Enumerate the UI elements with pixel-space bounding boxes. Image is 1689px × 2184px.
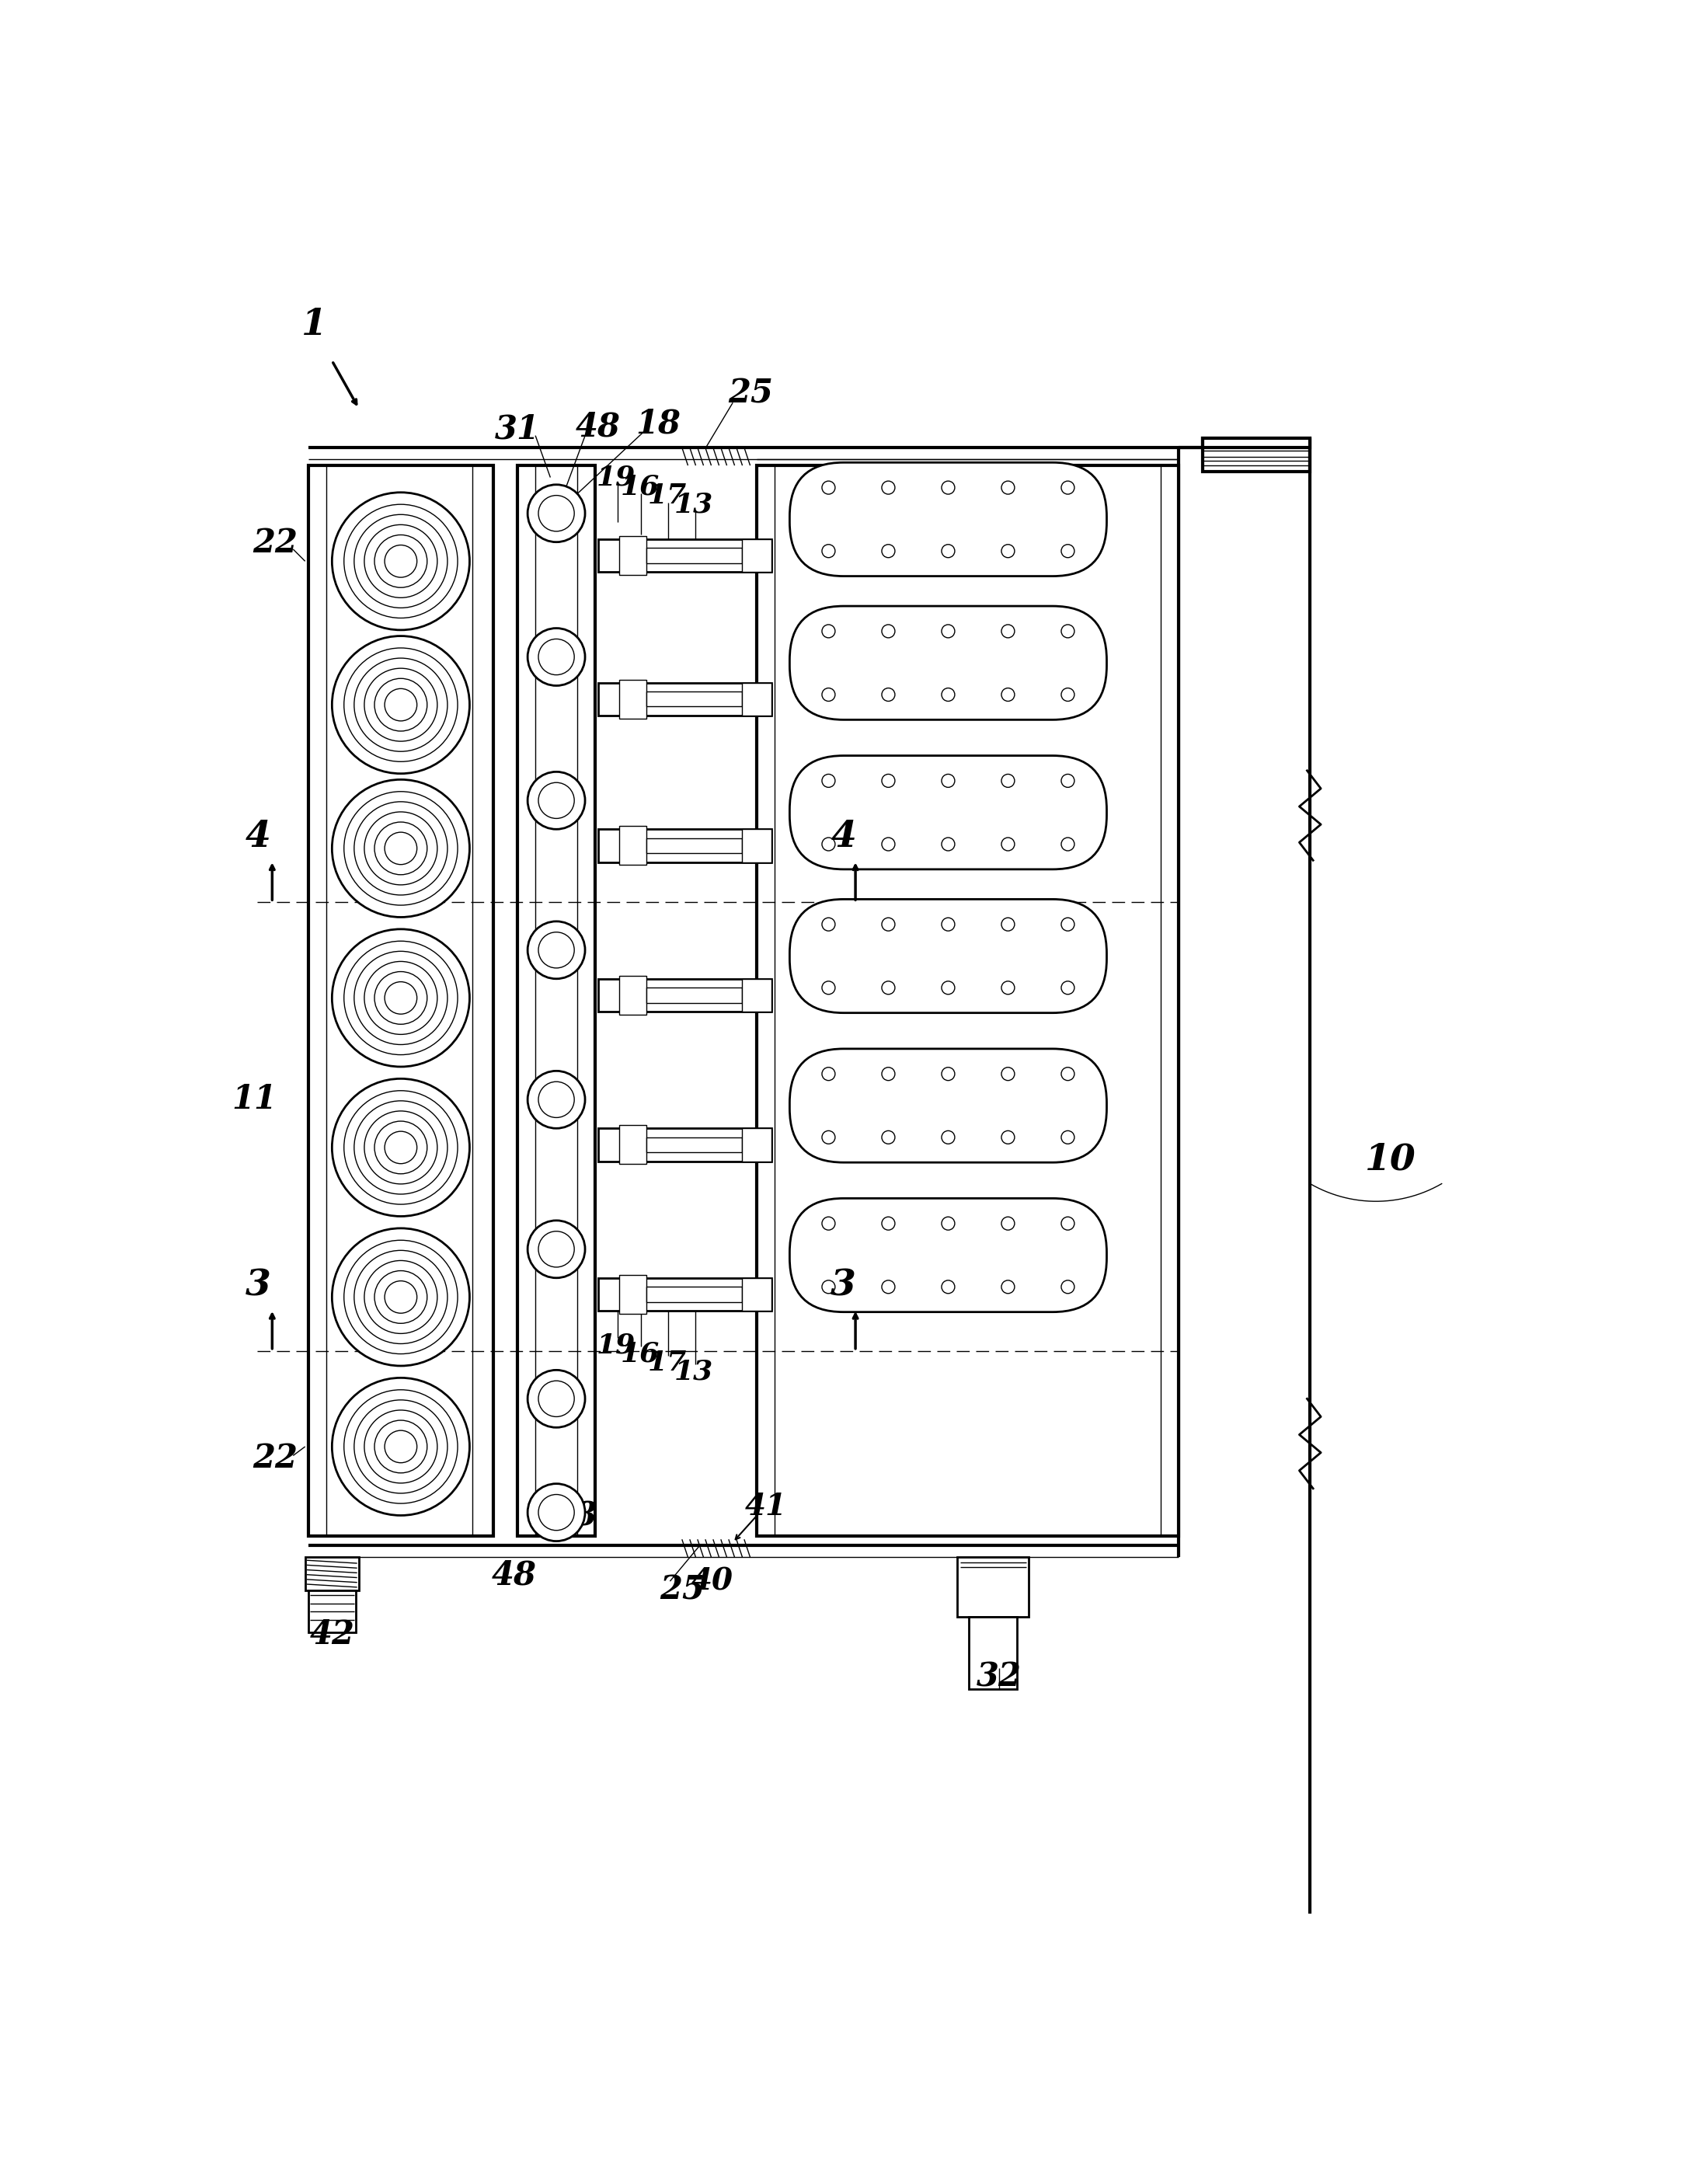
Text: 42: 42: [309, 1618, 355, 1651]
Circle shape: [527, 922, 584, 978]
Bar: [598, 684, 772, 716]
Text: 4: 4: [831, 819, 856, 854]
Text: 3: 3: [245, 1267, 272, 1304]
Text: 48: 48: [576, 411, 622, 443]
Text: 10: 10: [1365, 1142, 1417, 1177]
FancyBboxPatch shape: [790, 607, 1106, 721]
Text: 13: 13: [674, 1358, 713, 1385]
Bar: [517, 465, 595, 1535]
Bar: [620, 535, 647, 574]
Bar: [307, 465, 493, 1535]
Bar: [741, 684, 772, 716]
Text: 18: 18: [635, 406, 681, 439]
Bar: [620, 1275, 647, 1315]
Circle shape: [333, 636, 470, 773]
Bar: [598, 978, 772, 1011]
Bar: [620, 1125, 647, 1164]
Text: 1: 1: [301, 308, 328, 343]
Bar: [647, 839, 741, 854]
Text: 40: 40: [691, 1566, 733, 1597]
Text: 18: 18: [552, 1498, 596, 1531]
Circle shape: [539, 782, 574, 819]
Text: 48: 48: [491, 1559, 537, 1592]
Circle shape: [539, 1081, 574, 1118]
Bar: [620, 976, 647, 1016]
Bar: [647, 548, 741, 563]
Bar: [1203, 439, 1311, 472]
FancyBboxPatch shape: [790, 756, 1106, 869]
Bar: [1203, 439, 1311, 448]
Circle shape: [527, 771, 584, 830]
Bar: [969, 1616, 1017, 1688]
Text: 16: 16: [620, 474, 660, 500]
Bar: [741, 830, 772, 863]
Bar: [741, 978, 772, 1011]
Text: 3: 3: [831, 1267, 856, 1304]
Bar: [647, 1138, 741, 1153]
Bar: [647, 692, 741, 708]
Bar: [620, 826, 647, 865]
Bar: [741, 1278, 772, 1310]
Text: 13: 13: [674, 491, 713, 518]
Circle shape: [333, 1079, 470, 1216]
Text: 11: 11: [231, 1083, 277, 1116]
Text: 16: 16: [620, 1341, 660, 1367]
Circle shape: [539, 496, 574, 531]
Circle shape: [527, 1070, 584, 1129]
FancyBboxPatch shape: [790, 463, 1106, 577]
Bar: [620, 679, 647, 719]
Circle shape: [539, 1494, 574, 1531]
Bar: [598, 1129, 772, 1162]
Bar: [741, 1129, 772, 1162]
Bar: [647, 987, 741, 1002]
Circle shape: [539, 1380, 574, 1417]
Text: 19: 19: [596, 465, 635, 491]
Bar: [958, 1557, 1029, 1616]
Circle shape: [333, 491, 470, 629]
FancyBboxPatch shape: [790, 900, 1106, 1013]
Text: 22: 22: [253, 526, 297, 559]
Circle shape: [333, 780, 470, 917]
Text: 25: 25: [728, 378, 774, 411]
Bar: [598, 830, 772, 863]
Bar: [647, 1286, 741, 1302]
Text: 4: 4: [245, 819, 272, 854]
Circle shape: [527, 485, 584, 542]
Text: 22: 22: [253, 1441, 297, 1474]
Text: 19: 19: [596, 1332, 635, 1358]
Circle shape: [527, 1483, 584, 1542]
Bar: [307, 1590, 356, 1631]
Circle shape: [539, 640, 574, 675]
Bar: [306, 1557, 360, 1590]
Circle shape: [333, 928, 470, 1066]
Bar: [741, 539, 772, 572]
Circle shape: [539, 1232, 574, 1267]
Bar: [598, 539, 772, 572]
Text: 32: 32: [976, 1660, 1022, 1693]
Circle shape: [527, 1221, 584, 1278]
Circle shape: [527, 629, 584, 686]
Text: 17: 17: [647, 1350, 686, 1376]
Bar: [598, 1278, 772, 1310]
Bar: [757, 465, 1179, 1535]
Circle shape: [333, 1227, 470, 1365]
Text: 25: 25: [659, 1575, 704, 1607]
FancyBboxPatch shape: [790, 1199, 1106, 1313]
Circle shape: [333, 1378, 470, 1516]
Circle shape: [539, 933, 574, 968]
Text: 41: 41: [745, 1492, 787, 1522]
Circle shape: [527, 1369, 584, 1428]
FancyBboxPatch shape: [790, 1048, 1106, 1162]
Text: 31: 31: [495, 413, 540, 446]
Text: 17: 17: [647, 483, 686, 509]
